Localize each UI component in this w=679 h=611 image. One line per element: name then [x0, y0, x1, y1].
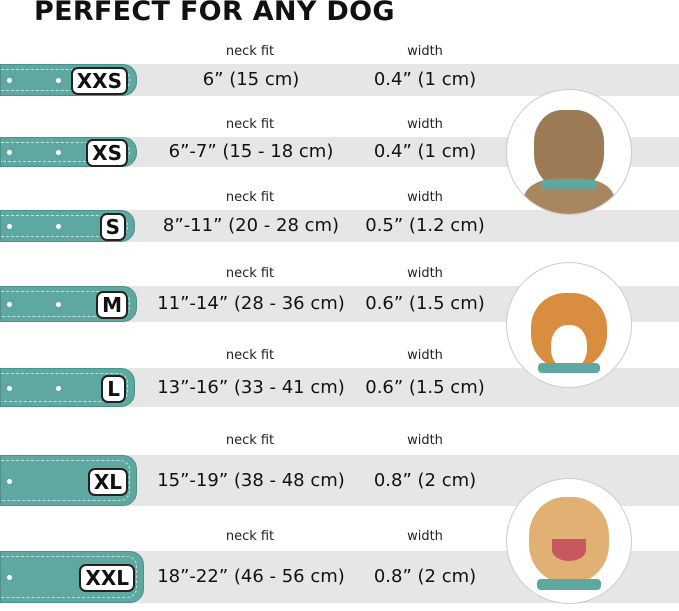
labrador-dog-photo	[506, 478, 632, 604]
neck-fit-label: neck fit	[225, 117, 275, 132]
width-value: 0.4” (1 cm)	[373, 141, 477, 162]
collar-graphic: L	[0, 368, 135, 407]
width-value: 0.8” (2 cm)	[373, 566, 477, 587]
size-tag: XS	[86, 139, 128, 167]
neck-fit-value: 18”-22” (46 - 56 cm)	[157, 566, 345, 587]
width-label: width	[407, 529, 443, 544]
neck-fit-label: neck fit	[225, 529, 275, 544]
neck-fit-value: 6”-7” (15 - 18 cm)	[168, 141, 334, 162]
width-label: width	[407, 117, 443, 132]
row-band	[125, 210, 679, 242]
neck-fit-label: neck fit	[225, 190, 275, 205]
neck-fit-value: 15”-19” (38 - 48 cm)	[157, 469, 345, 491]
width-value: 0.8” (2 cm)	[373, 469, 477, 491]
neck-fit-label: neck fit	[225, 348, 275, 363]
width-label: width	[407, 348, 443, 363]
width-label: width	[407, 44, 443, 59]
collar-graphic: XL	[0, 455, 137, 506]
collar-graphic: XXL	[0, 551, 144, 603]
size-tag: M	[96, 291, 128, 319]
width-value: 0.6” (1.5 cm)	[365, 293, 485, 314]
neck-fit-label: neck fit	[225, 433, 275, 448]
collar-graphic: S	[0, 210, 135, 242]
neck-fit-label: neck fit	[225, 44, 275, 59]
size-tag: XXS	[70, 67, 128, 95]
width-label: width	[407, 190, 443, 205]
width-value: 0.4” (1 cm)	[373, 69, 477, 90]
collar-graphic: XXS	[0, 64, 137, 96]
size-tag: S	[99, 213, 126, 241]
terrier-dog-photo	[506, 89, 632, 215]
neck-fit-value: 6” (15 cm)	[202, 69, 300, 90]
collar-graphic: M	[0, 286, 137, 322]
neck-fit-value: 8”-11” (20 - 28 cm)	[162, 215, 340, 236]
width-value: 0.5” (1.2 cm)	[365, 215, 485, 236]
width-value: 0.6” (1.5 cm)	[365, 376, 485, 398]
size-tag: L	[101, 374, 126, 403]
collar-graphic: XS	[0, 137, 137, 167]
size-row-s: S neck fit width 8”-11” (20 - 28 cm) 0.5…	[0, 186, 679, 242]
neck-fit-value: 11”-14” (28 - 36 cm)	[157, 293, 345, 314]
neck-fit-label: neck fit	[225, 266, 275, 281]
width-label: width	[407, 433, 443, 448]
corgi-dog-photo	[506, 262, 632, 388]
width-label: width	[407, 266, 443, 281]
size-row-xxs: XXS neck fit width 6” (15 cm) 0.4” (1 cm…	[0, 40, 679, 96]
size-tag: XL	[87, 467, 128, 496]
size-tag: XXL	[79, 564, 135, 592]
page-title: PERFECT FOR ANY DOG	[34, 0, 395, 27]
neck-fit-value: 13”-16” (33 - 41 cm)	[157, 376, 345, 398]
size-row-l: L neck fit width 13”-16” (33 - 41 cm) 0.…	[0, 344, 679, 407]
